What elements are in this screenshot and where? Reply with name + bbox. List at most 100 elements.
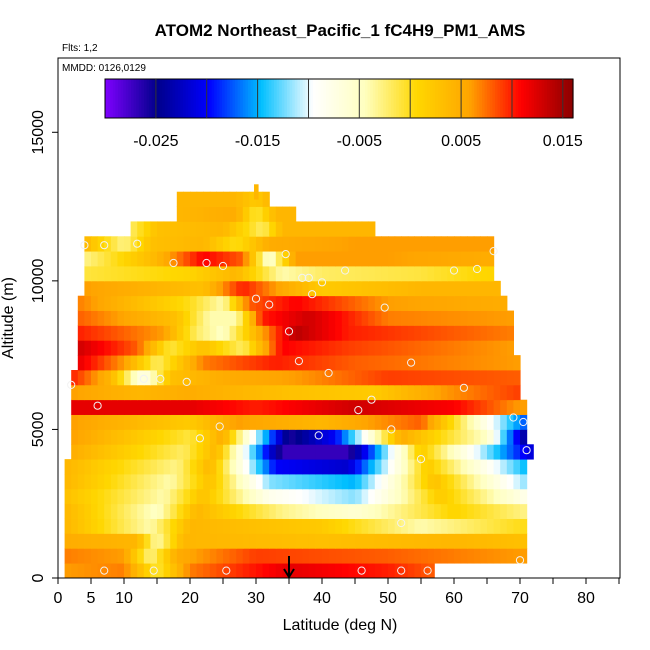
heatmap-cell bbox=[196, 518, 204, 534]
heatmap-cell bbox=[130, 563, 138, 579]
heatmap-cell bbox=[104, 325, 112, 341]
heatmap-cell bbox=[183, 280, 191, 297]
heatmap-cell bbox=[242, 444, 250, 460]
heatmap-cell bbox=[170, 563, 178, 579]
colorbar-segment bbox=[274, 79, 278, 118]
heatmap-cell bbox=[110, 355, 118, 371]
heatmap-cell bbox=[335, 266, 343, 282]
heatmap-cell bbox=[493, 503, 501, 519]
heatmap-cell bbox=[269, 444, 277, 460]
heatmap-cell bbox=[203, 295, 211, 311]
heatmap-cell bbox=[487, 370, 495, 386]
heatmap-cell bbox=[308, 221, 316, 237]
heatmap-cell bbox=[110, 414, 118, 430]
heatmap-cell bbox=[427, 251, 435, 267]
heatmap-cell bbox=[196, 370, 204, 386]
heatmap-cell bbox=[335, 474, 343, 490]
colorbar-segment bbox=[196, 79, 200, 118]
heatmap-cell bbox=[216, 206, 224, 222]
heatmap-cell bbox=[256, 429, 264, 445]
heatmap-cell bbox=[110, 503, 118, 519]
heatmap-cell bbox=[170, 474, 178, 490]
heatmap-cell bbox=[467, 414, 475, 430]
colorbar-segment bbox=[216, 79, 220, 118]
heatmap-cell bbox=[242, 429, 250, 445]
heatmap-cell bbox=[454, 429, 462, 445]
heatmap-cell bbox=[506, 444, 514, 460]
heatmap-cell bbox=[176, 429, 184, 445]
heatmap-cell bbox=[143, 340, 151, 356]
colorbar-segment bbox=[513, 79, 517, 118]
heatmap-cell bbox=[117, 503, 125, 519]
heatmap-cell bbox=[256, 325, 264, 341]
heatmap-cell bbox=[183, 459, 191, 475]
heatmap-cell bbox=[289, 251, 297, 267]
heatmap-cell bbox=[381, 280, 389, 297]
heatmap-cell bbox=[216, 488, 224, 505]
heatmap-cell bbox=[84, 280, 92, 297]
heatmap-cell bbox=[97, 414, 105, 430]
heatmap-cell bbox=[249, 414, 257, 430]
heatmap-cell bbox=[124, 474, 132, 490]
heatmap-cell bbox=[209, 251, 217, 267]
heatmap-cell bbox=[407, 340, 415, 356]
heatmap-cell bbox=[229, 444, 237, 460]
heatmap-cell bbox=[480, 503, 488, 519]
heatmap-cell bbox=[341, 429, 349, 445]
heatmap-cell bbox=[190, 266, 198, 282]
heatmap-cell bbox=[328, 280, 336, 297]
heatmap-cell bbox=[223, 266, 231, 282]
heatmap-cell bbox=[355, 325, 363, 341]
heatmap-cell bbox=[150, 474, 158, 490]
heatmap-cell bbox=[157, 295, 165, 311]
heatmap-cell bbox=[487, 429, 495, 445]
heatmap-cell bbox=[407, 236, 415, 252]
heatmap-cell bbox=[473, 518, 481, 534]
heatmap-cell bbox=[401, 280, 409, 297]
colorbar-segment bbox=[534, 79, 538, 118]
heatmap-cell bbox=[196, 399, 204, 415]
heatmap-cell bbox=[295, 251, 303, 267]
colorbar-segment bbox=[427, 79, 431, 118]
heatmap-cell bbox=[163, 563, 171, 579]
heatmap-cell bbox=[493, 280, 501, 297]
heatmap-cell bbox=[223, 399, 231, 415]
colorbar-segment bbox=[570, 79, 574, 118]
heatmap-cell bbox=[97, 325, 105, 341]
heatmap-cell bbox=[157, 355, 165, 371]
colorbar-segment bbox=[201, 79, 205, 118]
heatmap-cell bbox=[130, 384, 138, 401]
heatmap-cell bbox=[308, 563, 316, 579]
heatmap-cell bbox=[401, 384, 409, 401]
heatmap-cell bbox=[170, 236, 178, 252]
heatmap-cell bbox=[302, 340, 310, 356]
x-tick-label: 5 bbox=[87, 590, 96, 607]
heatmap-cell bbox=[328, 474, 336, 490]
heatmap-cell bbox=[256, 533, 264, 549]
colorbar-segment bbox=[461, 79, 465, 118]
heatmap-cell bbox=[513, 518, 521, 534]
heatmap-cell bbox=[77, 370, 85, 386]
heatmap-cell bbox=[203, 459, 211, 475]
heatmap-cell bbox=[407, 533, 415, 549]
heatmap-cell bbox=[315, 251, 323, 267]
heatmap-cell bbox=[216, 429, 224, 445]
heatmap-cell bbox=[223, 325, 231, 341]
heatmap-cell bbox=[117, 384, 125, 401]
heatmap-cell bbox=[150, 266, 158, 282]
heatmap-cell bbox=[176, 325, 184, 341]
heatmap-cell bbox=[295, 310, 303, 326]
heatmap-cell bbox=[104, 310, 112, 326]
y-tick-label: 5000 bbox=[30, 412, 47, 448]
heatmap-cell bbox=[275, 266, 283, 282]
heatmap-cell bbox=[104, 444, 112, 460]
heatmap-cell bbox=[163, 533, 171, 549]
heatmap-cell bbox=[394, 370, 402, 386]
heatmap-cell bbox=[163, 399, 171, 415]
heatmap-cell bbox=[394, 459, 402, 475]
heatmap-cell bbox=[460, 444, 468, 460]
heatmap-cell bbox=[84, 325, 92, 341]
heatmap-cell bbox=[104, 459, 112, 475]
heatmap-cell bbox=[130, 310, 138, 326]
